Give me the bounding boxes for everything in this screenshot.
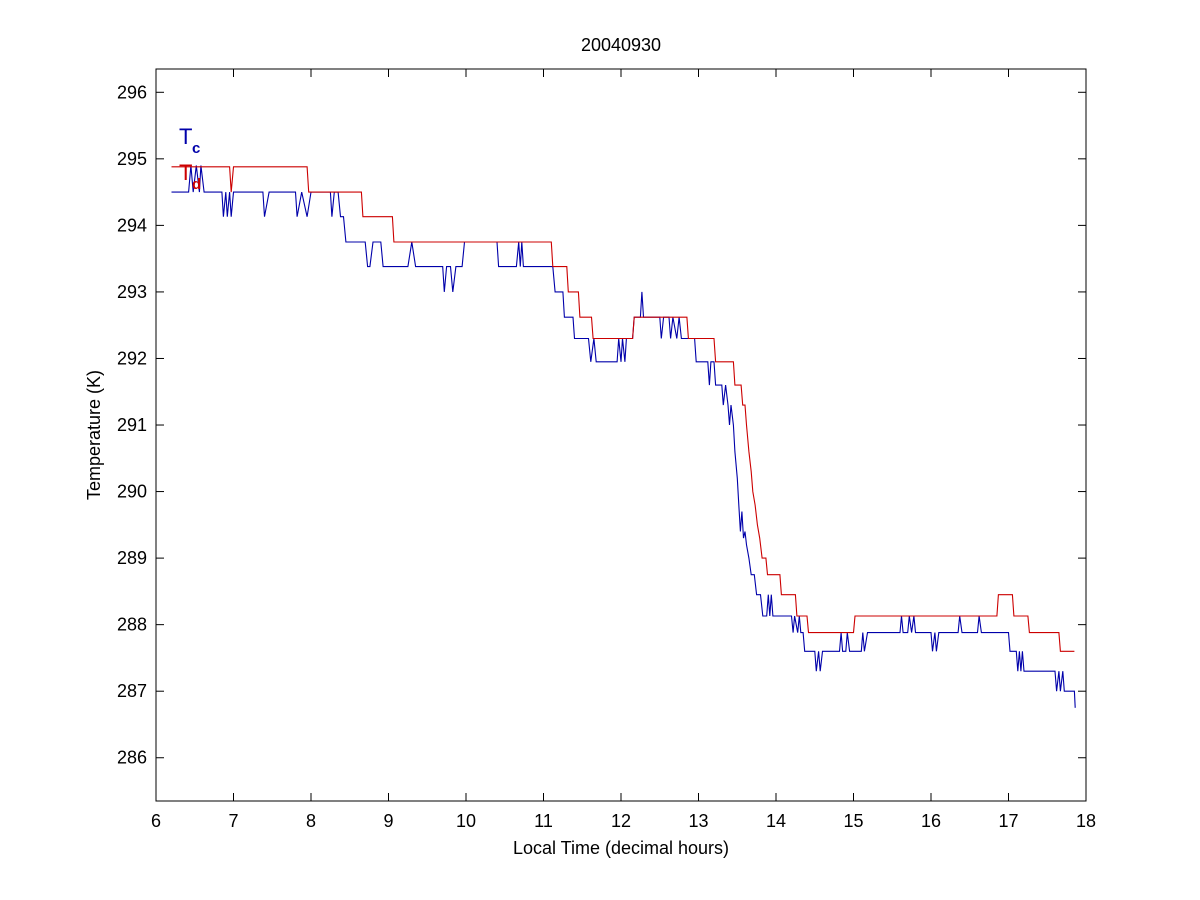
- series-line-td: [171, 166, 1075, 652]
- x-axis-label: Local Time (decimal hours): [513, 838, 729, 858]
- x-tick-label: 17: [998, 811, 1018, 831]
- legend-subscript: d: [192, 176, 201, 193]
- x-tick-label: 6: [151, 811, 161, 831]
- legend-label: T: [179, 124, 192, 149]
- y-tick-label: 286: [117, 748, 147, 768]
- x-tick-label: 13: [688, 811, 708, 831]
- x-tick-label: 12: [611, 811, 631, 831]
- x-tick-label: 10: [456, 811, 476, 831]
- x-tick-label: 8: [306, 811, 316, 831]
- x-tick-label: 14: [766, 811, 786, 831]
- y-axis-ticks: 286 287 288 289 290 291 292 293 294 295 296: [117, 82, 1086, 768]
- y-tick-label: 296: [117, 82, 147, 102]
- x-tick-label: 11: [534, 811, 553, 831]
- x-tick-label: 16: [921, 811, 941, 831]
- x-tick-label: 9: [383, 811, 393, 831]
- legend-label: T: [179, 160, 192, 185]
- x-tick-label: 7: [228, 811, 238, 831]
- x-axis-ticks: 6 7 8 9 10 11 12 13 14 15 16 17 18: [151, 69, 1096, 831]
- x-tick-label: 15: [843, 811, 863, 831]
- y-tick-label: 293: [117, 282, 147, 302]
- y-axis-label: Temperature (K): [84, 370, 104, 500]
- y-tick-label: 289: [117, 548, 147, 568]
- series-layer: [171, 165, 1076, 708]
- x-tick-label: 18: [1076, 811, 1096, 831]
- series-line-tc: [171, 165, 1076, 708]
- y-tick-label: 294: [117, 215, 147, 235]
- plot-background: [155, 68, 1087, 802]
- y-tick-label: 287: [117, 681, 147, 701]
- y-tick-label: 292: [117, 348, 147, 368]
- legend-subscript: c: [192, 140, 200, 157]
- y-tick-label: 288: [117, 615, 147, 635]
- y-tick-label: 295: [117, 149, 147, 169]
- y-tick-label: 291: [117, 415, 147, 435]
- y-tick-label: 290: [117, 482, 147, 502]
- chart-title: 20040930: [581, 35, 661, 55]
